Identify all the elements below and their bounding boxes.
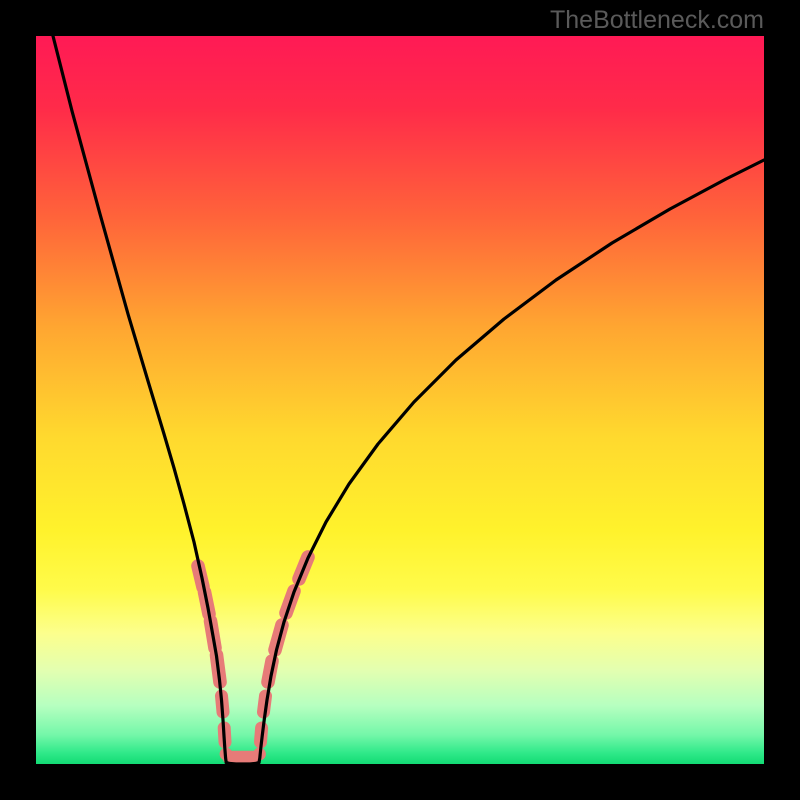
plot-area	[36, 36, 764, 764]
curve-valley	[226, 763, 259, 765]
watermark-text: TheBottleneck.com	[550, 6, 764, 35]
markers-group	[198, 557, 308, 760]
curve-left	[53, 36, 226, 763]
figure-root: TheBottleneck.com	[0, 0, 800, 800]
curves-layer	[36, 36, 764, 764]
curve-right	[259, 160, 764, 763]
